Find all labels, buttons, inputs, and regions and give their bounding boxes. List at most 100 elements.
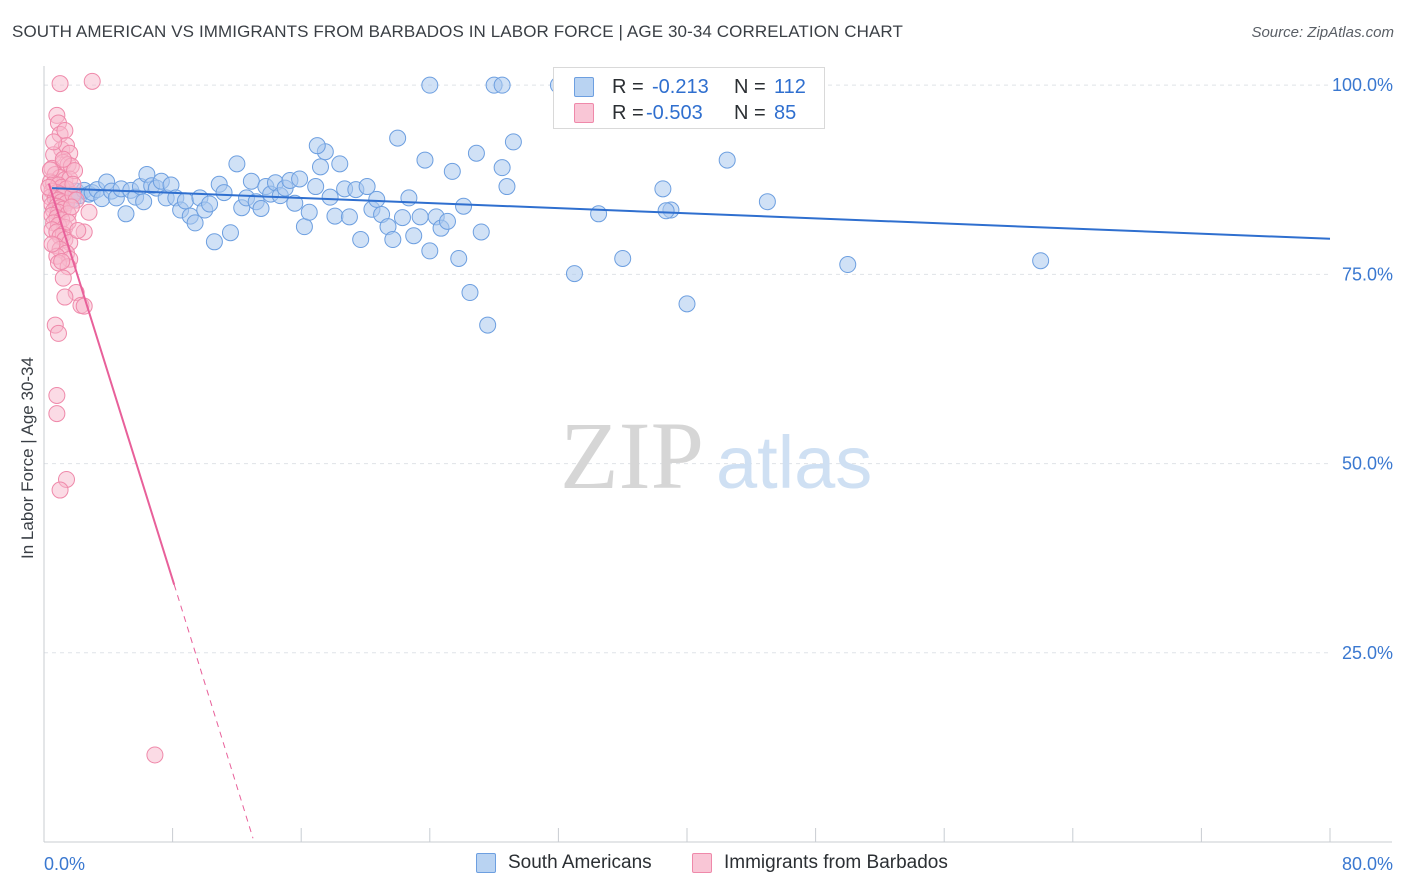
- data-point-south-americans: [416, 151, 434, 169]
- data-point-south-americans: [117, 205, 135, 223]
- data-point-barbados: [83, 72, 101, 90]
- data-point-south-americans: [384, 231, 402, 249]
- data-point-south-americans: [326, 207, 344, 225]
- watermark-zip: ZIP: [560, 402, 704, 509]
- data-point-south-americans: [331, 155, 349, 173]
- data-point-south-americans: [443, 162, 461, 180]
- data-point-south-americans: [1032, 252, 1050, 270]
- data-point-south-americans: [186, 214, 204, 232]
- data-point-south-americans: [421, 242, 439, 260]
- data-point-south-americans: [291, 170, 309, 188]
- legend-n-label: N =: [734, 75, 766, 98]
- watermark-atlas: atlas: [716, 421, 872, 504]
- data-point-south-americans: [421, 76, 439, 94]
- data-point-south-americans: [493, 159, 511, 177]
- data-point-barbados: [43, 235, 61, 253]
- data-point-south-americans: [405, 227, 423, 245]
- data-point-barbados: [62, 198, 80, 216]
- data-point-south-americans: [176, 192, 194, 210]
- legend-r-label: R =: [612, 75, 644, 98]
- data-point-barbados: [45, 133, 63, 151]
- y-axis-label: In Labor Force | Age 30-34: [18, 357, 37, 559]
- legend-swatch-blue: [574, 77, 594, 97]
- data-point-barbados: [51, 481, 69, 499]
- watermark: ZIP atlas: [560, 402, 872, 509]
- legend-n-label: N =: [734, 101, 766, 124]
- data-point-south-americans: [657, 202, 675, 220]
- data-point-south-americans: [393, 209, 411, 227]
- data-point-south-americans: [472, 223, 490, 241]
- data-point-south-americans: [321, 188, 339, 206]
- data-point-south-americans: [839, 256, 857, 274]
- y-tick-label: 75.0%: [1342, 264, 1393, 284]
- legend-r-value: -0.213: [652, 75, 709, 98]
- data-point-south-americans: [504, 133, 522, 151]
- data-point-barbados: [146, 746, 164, 764]
- trend-line-barbados-extension: [173, 584, 254, 839]
- data-point-south-americans: [493, 76, 511, 94]
- data-point-south-americans: [400, 189, 418, 207]
- trend-lines: [47, 183, 1331, 839]
- y-tick-label: 100.0%: [1332, 75, 1393, 95]
- data-point-south-americans: [389, 129, 407, 147]
- data-point-south-americans: [201, 195, 219, 213]
- data-point-south-americans: [308, 137, 326, 155]
- data-point-south-americans: [352, 231, 370, 249]
- data-point-south-americans: [340, 208, 358, 226]
- data-point-south-americans: [455, 197, 473, 215]
- data-point-south-americans: [498, 178, 516, 196]
- data-point-south-americans: [654, 180, 672, 198]
- legend-row-south-americans: R = -0.213 N = 112: [554, 75, 824, 99]
- data-point-barbados: [54, 150, 72, 168]
- data-point-south-americans: [565, 265, 583, 283]
- series-south-americans: [48, 76, 1050, 334]
- data-point-south-americans: [590, 205, 608, 223]
- legend-item-barbados: Immigrants from Barbados: [692, 852, 948, 874]
- data-point-south-americans: [614, 249, 632, 267]
- data-point-barbados: [56, 288, 74, 306]
- data-point-barbados: [41, 161, 59, 179]
- legend-swatch-blue: [476, 853, 496, 873]
- data-point-south-americans: [450, 249, 468, 267]
- data-point-south-americans: [479, 316, 497, 334]
- legend-n-value: 112: [774, 75, 806, 98]
- correlation-legend: R = -0.213 N = 112 R = -0.503 N = 85: [553, 67, 825, 129]
- data-point-south-americans: [215, 184, 233, 202]
- source-label: Source: ZipAtlas.com: [1251, 24, 1394, 41]
- data-point-barbados: [49, 324, 67, 342]
- data-point-south-americans: [252, 200, 270, 218]
- data-point-south-americans: [358, 178, 376, 196]
- data-point-south-americans: [295, 218, 313, 236]
- data-point-barbados: [80, 203, 98, 221]
- data-point-south-americans: [221, 224, 239, 242]
- data-point-barbados: [48, 405, 66, 423]
- y-tick-label: 25.0%: [1342, 643, 1393, 663]
- data-point-south-americans: [228, 155, 246, 173]
- data-point-south-americans: [286, 194, 304, 212]
- data-point-south-americans: [300, 203, 318, 221]
- data-point-barbados: [51, 75, 69, 93]
- legend-r-value: -0.503: [646, 101, 703, 124]
- trend-line-south-americans: [51, 187, 1331, 240]
- tick-labels: 25.0% 50.0% 75.0% 100.0% 0.0% 80.0%: [44, 75, 1393, 874]
- data-point-barbados: [69, 221, 87, 239]
- x-tick-label: 80.0%: [1342, 854, 1393, 874]
- data-point-south-americans: [718, 151, 736, 169]
- data-point-south-americans: [205, 233, 223, 251]
- legend-label-south-americans: South Americans: [508, 852, 652, 873]
- data-point-south-americans: [678, 295, 696, 313]
- series-legend: South Americans Immigrants from Barbados: [0, 852, 1406, 878]
- data-point-barbados: [53, 252, 71, 270]
- legend-swatch-pink: [692, 853, 712, 873]
- legend-item-south-americans: South Americans: [476, 852, 652, 874]
- data-point-south-americans: [461, 284, 479, 302]
- x-tick-label: 0.0%: [44, 854, 85, 874]
- legend-swatch-pink: [574, 103, 594, 123]
- legend-n-value: 85: [774, 101, 797, 124]
- data-point-south-americans: [758, 193, 776, 211]
- legend-label-barbados: Immigrants from Barbados: [724, 852, 948, 873]
- data-point-barbados: [54, 269, 72, 287]
- data-point-south-americans: [135, 193, 153, 211]
- data-point-south-americans: [467, 144, 485, 162]
